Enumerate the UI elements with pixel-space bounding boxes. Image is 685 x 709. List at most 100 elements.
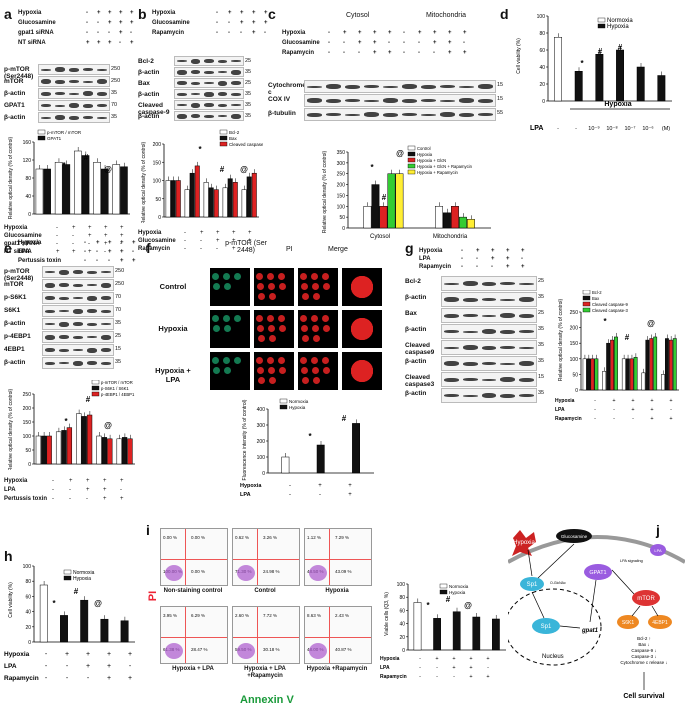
blot-strip xyxy=(441,372,537,387)
blot-band xyxy=(83,91,93,96)
bar xyxy=(641,372,646,391)
bar xyxy=(116,438,122,465)
quadrant-line xyxy=(305,559,371,560)
bar xyxy=(621,358,626,391)
x-row-sign: - xyxy=(45,675,48,682)
significance-mark: # xyxy=(220,165,225,174)
significance-mark: # xyxy=(86,395,91,404)
x-row-sign: - xyxy=(594,407,596,413)
blot-strip xyxy=(38,64,110,75)
bar xyxy=(606,342,611,391)
cell-survival-node: Cell survival xyxy=(623,693,664,700)
blot-band xyxy=(69,80,79,83)
condition-sign: + xyxy=(120,249,124,255)
bar xyxy=(433,618,441,651)
blot-band xyxy=(59,296,69,300)
pathway-arrow xyxy=(631,605,641,617)
y-tick-label: 100 xyxy=(570,357,579,363)
blot-band xyxy=(204,82,214,84)
blot-band xyxy=(73,349,83,351)
blot-label: β-actin xyxy=(138,113,160,120)
y-tick-label: 80 xyxy=(539,31,545,37)
blot-band xyxy=(83,116,93,119)
x-row-sign: - xyxy=(436,665,438,671)
x-row-sign: - xyxy=(184,238,186,244)
x-row-sign: - xyxy=(129,663,132,670)
cell-cluster xyxy=(165,643,183,659)
x-row-sign: - xyxy=(289,492,291,498)
blot-strip xyxy=(42,357,114,369)
y-tick-label: 100 xyxy=(23,434,32,440)
condition-sign: + xyxy=(388,50,392,56)
x-row-sign: + xyxy=(103,478,107,484)
cell-cluster xyxy=(309,565,327,581)
condition-sign: - xyxy=(476,256,478,262)
legend-swatch xyxy=(63,575,72,581)
micrograph xyxy=(210,352,250,390)
mw-marker: 15 xyxy=(115,346,122,352)
condition-sign: + xyxy=(240,20,244,26)
cell-nucleus xyxy=(312,325,319,332)
x-row-sign: + xyxy=(120,478,124,484)
blot-strip xyxy=(441,324,537,339)
x-row-sign: + xyxy=(72,225,76,231)
pi-yaxis-label: PI xyxy=(147,590,160,602)
mw-marker: 35 xyxy=(245,69,252,75)
lpa-signaling-label: LPA signaling xyxy=(620,559,643,563)
blot-band xyxy=(87,295,97,301)
quadrant-line xyxy=(233,637,299,638)
condition-sign: - xyxy=(403,40,405,46)
x-row-sign: - xyxy=(594,416,596,422)
blot-band xyxy=(217,103,228,107)
x-row-sign: - xyxy=(66,663,69,670)
condition-sign: + xyxy=(463,50,467,56)
row-label: Control xyxy=(159,282,187,291)
blot-band xyxy=(440,85,455,88)
lpa-label: LPA xyxy=(530,125,543,132)
panel-a-label: a xyxy=(4,6,12,22)
mw-marker: 15 xyxy=(497,82,504,88)
blot-band xyxy=(177,69,187,75)
legend-label: p-mTOR / mTOR xyxy=(47,130,82,135)
y-tick-label: 150 xyxy=(570,341,579,347)
panel-i-label: i xyxy=(146,522,150,538)
col-header: Merge xyxy=(328,246,348,253)
bar xyxy=(246,176,252,218)
x-row-sign: + xyxy=(452,656,455,662)
blot-band xyxy=(59,335,69,339)
x-row-sign: - xyxy=(289,483,291,489)
blot-band xyxy=(73,270,83,274)
blot-label: p-mTOR (Ser2448) xyxy=(4,268,34,282)
x-row-sign: - xyxy=(88,241,90,247)
mw-marker: 35 xyxy=(538,342,545,348)
outcome-line: Caspase-3 ↓ xyxy=(631,654,656,659)
blot-label: 4EBP1 xyxy=(4,346,25,353)
blot-band xyxy=(217,80,228,86)
x-row-sign: - xyxy=(72,241,74,247)
mw-marker: 25 xyxy=(245,58,252,64)
y-tick-label: 20 xyxy=(399,635,405,641)
condition-sign: - xyxy=(463,40,465,46)
mw-marker: 35 xyxy=(245,91,252,97)
quadrant-value: 30.18 % xyxy=(263,647,280,652)
x-row-sign: - xyxy=(453,674,455,680)
condition-label: Rapamycin xyxy=(152,30,185,36)
blot-band xyxy=(101,334,111,340)
bar xyxy=(121,437,128,465)
condition-sign: - xyxy=(96,249,98,255)
4ebp1-node: 4EBP1 xyxy=(652,620,668,626)
micrograph xyxy=(210,268,250,306)
gpat1-gene-node: gpat1 xyxy=(581,628,599,634)
sp1-cyto-node: Sp1 xyxy=(527,582,538,588)
cell-cluster xyxy=(237,643,255,659)
x-row-sign: - xyxy=(419,674,421,680)
legend-swatch xyxy=(279,398,288,404)
blot-band xyxy=(345,84,360,89)
legend-label: Hypoxia xyxy=(449,590,466,595)
blot-band xyxy=(59,283,69,287)
condition-sign: + xyxy=(119,20,123,26)
x-row-sign: + xyxy=(248,238,252,244)
blot-band xyxy=(177,60,187,62)
y-axis-label: Relative optical density (% of control) xyxy=(8,137,14,220)
blot-band xyxy=(45,271,55,273)
